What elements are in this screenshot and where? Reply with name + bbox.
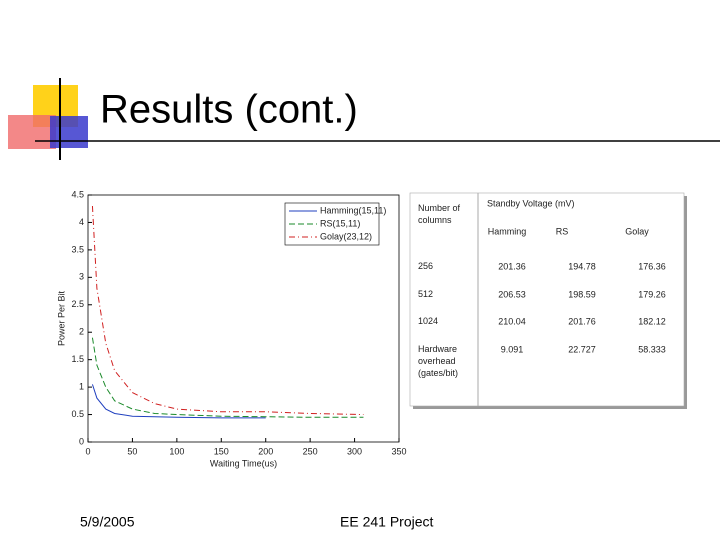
cell: 201.36 [498, 261, 526, 271]
line-series [91, 337, 364, 418]
x-tick-label: 200 [258, 446, 273, 456]
cell-text: Hardware overhead (gates/bit) [418, 344, 458, 378]
y-tick-label: 3.5 [71, 244, 84, 254]
y-tick-label: 2 [79, 327, 84, 337]
chart: 0 0.5 1 1.5 2 2.5 3 3.5 4 4.5 0 50 100 150 200 250 300 35… [56, 189, 406, 468]
cell: 198.59 [568, 289, 596, 299]
cell: 194.78 [568, 261, 596, 271]
line-series [91, 205, 364, 416]
x-tick-label: 250 [303, 446, 318, 456]
cell: 22.727 [568, 344, 596, 354]
x-tick-label: 50 [127, 446, 137, 456]
legend-label: RS(15,11) [320, 218, 360, 228]
y-tick-label: 2.5 [71, 299, 84, 309]
cell: 179.26 [638, 289, 666, 299]
x-tick-label: 0 [85, 446, 90, 456]
cell-text: 512 [418, 289, 433, 299]
group-header: Standby Voltage (mV) [487, 198, 575, 208]
x-tick-label: 100 [169, 446, 184, 456]
deco-blue [50, 116, 88, 148]
legend-label: Hamming(15,11) [320, 205, 386, 215]
column-header: Golay [625, 226, 649, 236]
x-tick-label: 300 [347, 446, 362, 456]
y-tick-label: 3 [79, 272, 84, 282]
cell: 58.333 [638, 344, 666, 354]
y-tick-label: 4 [79, 217, 84, 227]
x-axis-label: Waiting Time(us) [210, 458, 277, 468]
y-tick-label: 0.5 [71, 409, 84, 419]
cell-text: Number of columns [418, 203, 461, 225]
cell: 206.53 [498, 289, 526, 299]
y-tick-label: 0 [79, 436, 84, 446]
cell-text: 1024 [418, 316, 438, 326]
cell: 182.12 [638, 316, 666, 326]
table-bg [409, 192, 685, 407]
cell: 9.091 [501, 344, 524, 354]
y-tick-label: 1.5 [71, 354, 84, 364]
footer: EE 241 Project [340, 514, 433, 530]
y-tick-label: 1 [79, 381, 84, 391]
cell: 210.04 [498, 316, 526, 326]
y-tick-label: 4.5 [71, 189, 84, 199]
date: 5/9/2005 [80, 514, 135, 530]
x-tick-label: 350 [391, 446, 406, 456]
cell-text: 256 [418, 261, 433, 271]
column-header: Hamming [488, 226, 527, 236]
x-tick-label: 150 [214, 446, 229, 456]
legend-label: Golay(23,12) [320, 231, 372, 241]
column-header: RS [556, 226, 569, 236]
cell: 201.76 [568, 316, 596, 326]
table: Number of columns Standby Voltage (mV) Hamm… [409, 192, 687, 409]
y-axis-label: Power Per Bit [56, 290, 66, 346]
cell: 176.36 [638, 261, 666, 271]
slide-title: Results (cont.) [100, 88, 358, 132]
deco-red [8, 115, 56, 149]
line-series [91, 384, 266, 419]
